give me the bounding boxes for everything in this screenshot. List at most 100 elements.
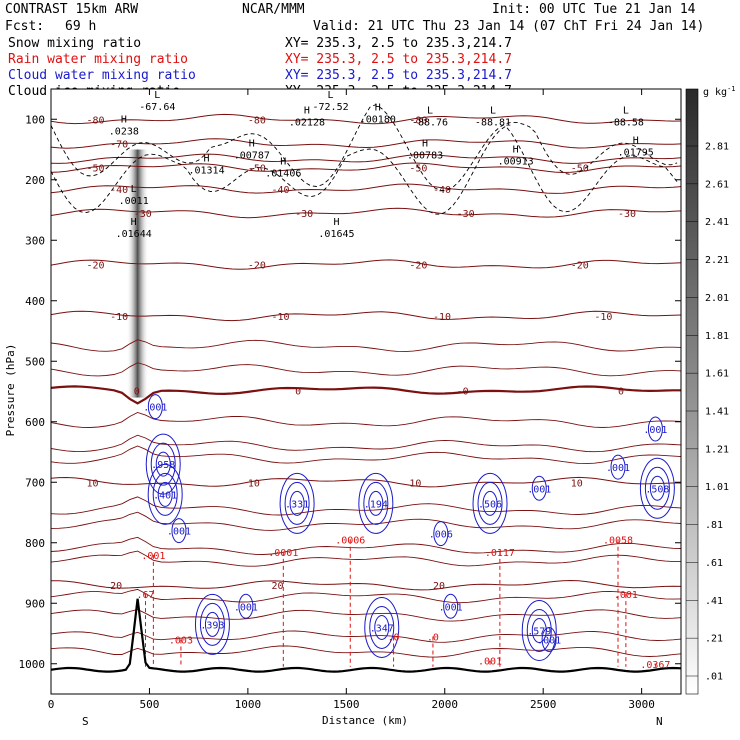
x-tick-label: 0: [48, 698, 55, 711]
legend-xy-rain: XY= 235.3, 2.5 to 235.3,214.7: [285, 52, 512, 67]
isotherm-line: [51, 511, 681, 531]
cloud-water-contour: [363, 481, 389, 525]
cloud-water-contour: [369, 605, 395, 649]
cloud-water-contours: [145, 394, 675, 661]
legend-xy-cloud-water: XY= 235.3, 2.5 to 235.3,214.7: [285, 68, 512, 83]
legend-entry-snow: Snow mixing ratio: [8, 36, 141, 51]
cloud-water-contour: [649, 475, 665, 501]
snow-extremum-value: .00913: [498, 157, 534, 168]
snow-extremum-value: -67.64: [139, 102, 175, 113]
extrema-labels: H.0238H.00787H.01314H.01406H.02128H.0018…: [109, 90, 671, 671]
isotherm-label: 0: [134, 386, 140, 397]
valid-time: Valid: 21 UTC Thu 23 Jan 14 (07 ChT Fri …: [313, 19, 704, 34]
snow-extremum-value: .01645: [318, 229, 354, 240]
cloud-water-contour: [289, 490, 305, 516]
cloud-water-contour: [147, 463, 183, 525]
snow-extremum-type: H: [249, 139, 255, 150]
colorbar-unit: g kg-1: [703, 85, 736, 98]
isotherm-label: -30: [457, 209, 475, 220]
cloud-water-value: .001: [643, 425, 667, 436]
colorbar-label: .01: [705, 672, 723, 683]
isotherm-line: [51, 207, 681, 219]
isotherm-line: [51, 113, 681, 125]
cloud-water-value: .579: [527, 626, 551, 637]
colorbar: 2.81 2.61 2.41 2.21 2.01 1.81 1.61 1.41 1.21 1.01…: [685, 85, 736, 695]
colorbar-label: 1.81: [705, 331, 729, 342]
snow-extremum-type: H: [633, 136, 639, 147]
cloud-water-contour: [204, 611, 220, 637]
temperature-contours: -80 -80 -80-70-50 -50 -50 -50-40 -40 -40-30 -30-…: [51, 113, 681, 658]
isotherm-line: [51, 645, 681, 658]
snow-extremum-value: .01644: [116, 229, 152, 240]
init-time: Init: 00 UTC Tue 21 Jan 14: [492, 2, 696, 17]
colorbar-label: 1.41: [705, 407, 729, 418]
isotherm-line: [51, 138, 681, 149]
isotherm-line: [51, 162, 681, 174]
isotherm-label: 10: [248, 478, 260, 489]
cloud-water-value: .347: [370, 623, 394, 634]
rain-value: .0: [388, 633, 400, 644]
rain-value: .67: [136, 590, 154, 601]
snow-extremum-type: H: [131, 217, 137, 228]
rain-value: .0001: [268, 548, 298, 559]
legend-entry-rain: Rain water mixing ratio: [8, 52, 188, 67]
cloud-water-contour: [531, 617, 547, 643]
cloud-water-value: .001: [537, 636, 561, 647]
isotherm-label: -20: [409, 260, 427, 271]
cloud-water-contour: [171, 518, 187, 544]
isotherm-line: [51, 259, 681, 270]
isotherm-label: -80: [248, 115, 266, 126]
isotherm-label: -20: [248, 260, 266, 271]
snow-extremum-type: H: [204, 154, 210, 165]
y-tick-label: 500: [25, 355, 45, 368]
snow-extremum-value: .01406: [265, 169, 301, 180]
organization-label: NCAR/MMM: [242, 2, 305, 17]
cloud-water-contour: [526, 608, 552, 652]
isotherm-label: 10: [409, 478, 421, 489]
isotherm-line: [51, 496, 681, 516]
isotherm-line: [51, 588, 681, 604]
cloud-water-value: .958: [151, 460, 175, 471]
cloud-water-contour: [368, 490, 384, 516]
isotherm-label: -50: [571, 164, 589, 175]
colorbar-label: 2.01: [705, 293, 729, 304]
snow-extremum-value: .00180: [360, 114, 396, 125]
snow-contour: [51, 104, 678, 192]
cloud-water-contour: [145, 433, 181, 495]
snow-extremum-value: .02128: [289, 117, 325, 128]
y-tick-label: 600: [25, 416, 45, 429]
rain-value: .003: [169, 636, 193, 647]
terrain-line: [51, 598, 681, 673]
legend-entry-cloud-water: Cloud water mixing ratio: [8, 68, 196, 83]
cloud-water-contour: [279, 472, 315, 534]
isotherm-label: 20: [272, 581, 284, 592]
rain-value: .001: [141, 551, 165, 562]
isotherm-label: -40: [110, 185, 128, 196]
model-title: CONTRAST 15km ARW: [5, 2, 138, 17]
cloud-water-contour: [152, 472, 178, 516]
cloud-water-contour: [150, 442, 176, 486]
cloud-water-value: .001: [167, 527, 191, 538]
colorbar-label: 1.21: [705, 444, 729, 455]
isotherm-line: [51, 339, 681, 353]
isotherm-label: 10: [86, 478, 98, 489]
isotherm-line: [51, 385, 681, 405]
isotherm-line: [51, 536, 681, 555]
cloud-water-value: .508: [645, 484, 669, 495]
isotherm-label: -70: [110, 139, 128, 150]
x-tick-label: 2000: [432, 698, 459, 711]
rain-value: .0006: [335, 536, 365, 547]
cloud-water-contour: [472, 472, 508, 534]
y-tick-label: 900: [25, 597, 45, 610]
snow-extremum-value: .00783: [407, 151, 443, 162]
isotherm-label: -20: [86, 260, 104, 271]
isotherm-label: 20: [433, 581, 445, 592]
forecast-hours: 69 h: [65, 19, 96, 34]
snow-extremum-value: .0011: [119, 196, 149, 207]
snow-extremum-type: H: [333, 217, 339, 228]
colorbar-label: 2.41: [705, 217, 729, 228]
rain-value: .0: [427, 633, 439, 644]
colorbar-label: 2.61: [705, 179, 729, 190]
